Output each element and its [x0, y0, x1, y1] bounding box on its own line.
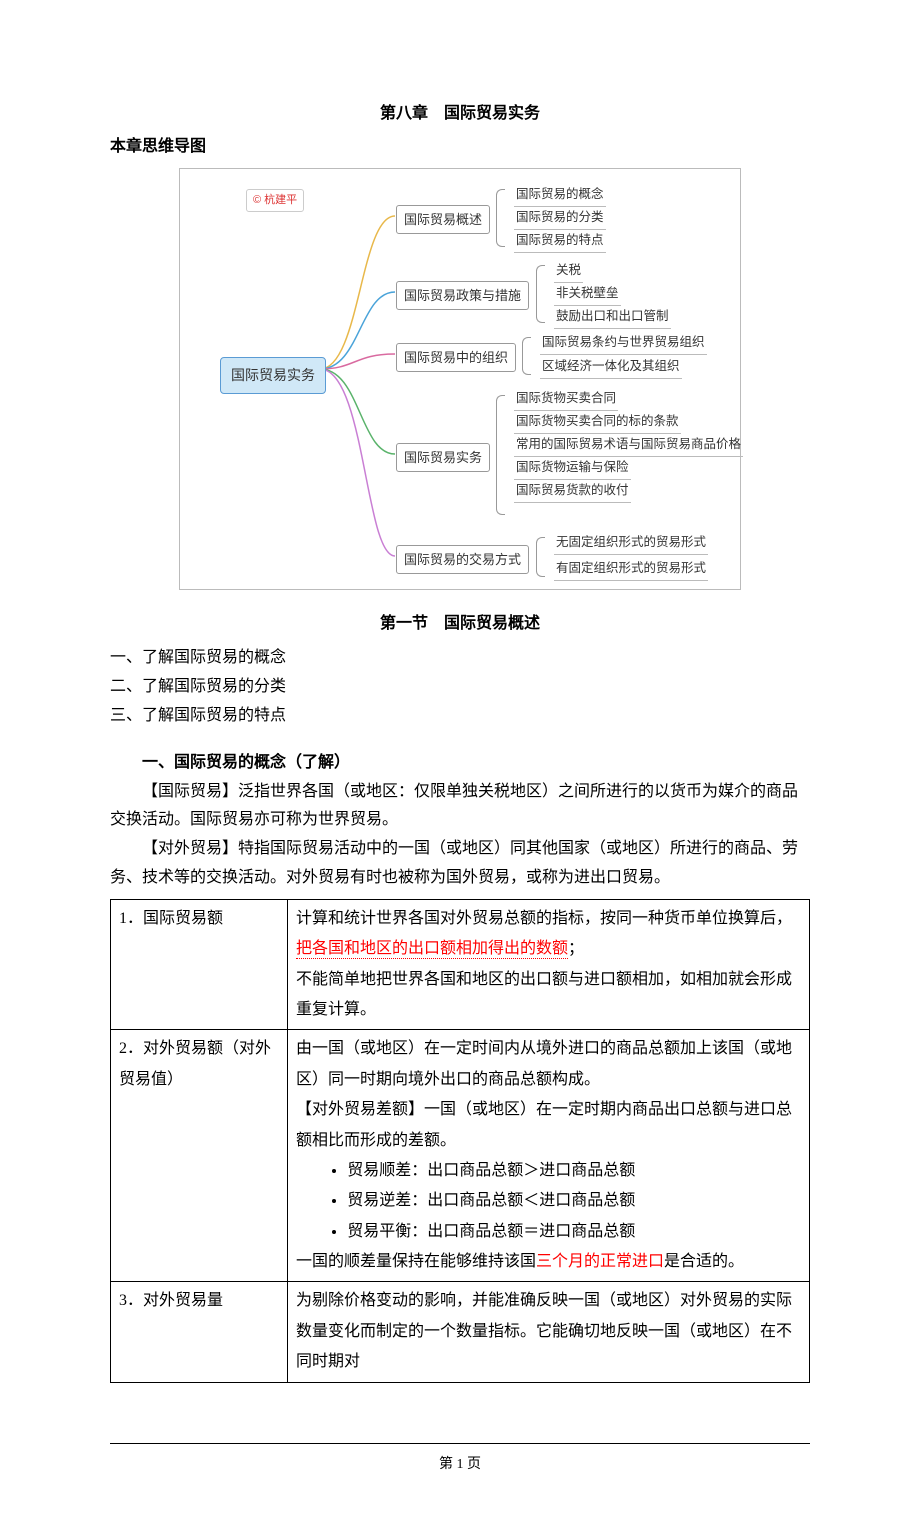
- mindmap-canvas: © 杭建平 国际贸易实务 国际贸易概述 国际贸易的概念 国际贸易的分类 国际贸易…: [179, 168, 741, 590]
- mindmap-leaf: 国际货物运输与保险: [514, 456, 631, 481]
- bullet-list: 贸易顺差：出口商品总额＞进口商品总额 贸易逆差：出口商品总额＜进口商品总额 贸易…: [328, 1156, 801, 1247]
- mindmap-leaf: 非关税壁垒: [554, 282, 621, 307]
- mindmap-node-3: 国际贸易实务: [396, 443, 490, 472]
- mindmap-leaf: 鼓励出口和出口管制: [554, 305, 671, 330]
- mindmap-leaf: 国际货物买卖合同: [514, 387, 618, 412]
- footer-rule: [110, 1443, 810, 1444]
- brace-icon: [496, 395, 505, 515]
- mindmap-leaf: 关税: [554, 259, 583, 284]
- table-cell: 由一国（或地区）在一定时间内从境外进口的商品总额加上该国（或地区）同一时期向境外…: [288, 1030, 810, 1282]
- table-row: 3．对外贸易量 为剔除价格变动的影响，并能准确反映一国（或地区）对外贸易的实际数…: [111, 1282, 810, 1382]
- mindmap-leaf: 有固定组织形式的贸易形式: [554, 557, 708, 582]
- table-cell: 计算和统计世界各国对外贸易总额的指标，按同一种货币单位换算后， 把各国和地区的出口…: [288, 899, 810, 1030]
- mindmap-copyright: © 杭建平: [246, 189, 304, 213]
- text: 不能简单地把世界各国和地区的出口额与进口额相加，如相加就会形成重复计算。: [296, 971, 792, 1018]
- brace-icon: [536, 265, 545, 323]
- mindmap-node-1: 国际贸易政策与措施: [396, 281, 529, 310]
- text: 一国的顺差量保持在能够维持该国三个月的正常进口是合适的。: [296, 1247, 801, 1277]
- subheading: 一、国际贸易的概念（了解）: [110, 749, 810, 778]
- paragraph: 【对外贸易】特指国际贸易活动中的一国（或地区）同其他国家（或地区）所进行的商品、…: [110, 835, 810, 893]
- outline-item: 一、了解国际贸易的概念: [110, 644, 810, 673]
- table-row: 2．对外贸易额（对外贸易值） 由一国（或地区）在一定时间内从境外进口的商品总额加…: [111, 1030, 810, 1282]
- concepts-table: 1．国际贸易额 计算和统计世界各国对外贸易总额的指标，按同一种货币单位换算后， 把…: [110, 899, 810, 1383]
- table-cell: 为剔除价格变动的影响，并能准确反映一国（或地区）对外贸易的实际数量变化而制定的一…: [288, 1282, 810, 1382]
- list-item: 贸易逆差：出口商品总额＜进口商品总额: [347, 1186, 801, 1216]
- mindmap-leaf: 无固定组织形式的贸易形式: [554, 531, 708, 556]
- mindmap-leaf: 国际贸易的概念: [514, 183, 606, 208]
- table-row: 1．国际贸易额 计算和统计世界各国对外贸易总额的指标，按同一种货币单位换算后， 把…: [111, 899, 810, 1030]
- mindmap-leaf: 常用的国际贸易术语与国际贸易商品价格: [514, 433, 743, 458]
- mindmap-leaf: 国际贸易货款的收付: [514, 479, 631, 504]
- mindmap-leaf: 国际贸易的特点: [514, 229, 606, 254]
- mindmap-center-node: 国际贸易实务: [220, 357, 326, 394]
- highlight-text: 三个月的正常进口: [536, 1253, 664, 1270]
- mindmap-node-2: 国际贸易中的组织: [396, 343, 516, 372]
- list-item: 贸易平衡：出口商品总额＝进口商品总额: [347, 1217, 801, 1247]
- mindmap-leaf: 区域经济一体化及其组织: [540, 355, 682, 380]
- outline-item: 三、了解国际贸易的特点: [110, 702, 810, 731]
- section-title: 第一节 国际贸易概述: [110, 610, 810, 639]
- mindmap-leaf: 国际贸易条约与世界贸易组织: [540, 331, 707, 356]
- text: ；: [568, 940, 584, 957]
- table-cell: 3．对外贸易量: [111, 1282, 288, 1382]
- mindmap-leaf: 国际货物买卖合同的标的条款: [514, 410, 681, 435]
- table-cell: 1．国际贸易额: [111, 899, 288, 1030]
- chapter-title: 第八章 国际贸易实务: [110, 100, 810, 129]
- text: 计算和统计世界各国对外贸易总额的指标，按同一种货币单位换算后，: [296, 910, 792, 927]
- brace-icon: [496, 189, 505, 247]
- page-number: 第 1 页: [110, 1452, 810, 1477]
- page: 第八章 国际贸易实务 本章思维导图 © 杭建平 国际贸易实务 国际贸易概述 国际…: [0, 0, 920, 1537]
- mindmap-node-4: 国际贸易的交易方式: [396, 545, 529, 574]
- list-item: 贸易顺差：出口商品总额＞进口商品总额: [347, 1156, 801, 1186]
- brace-icon: [536, 537, 545, 577]
- paragraph: 【国际贸易】泛指世界各国（或地区：仅限单独关税地区）之间所进行的以货币为媒介的商…: [110, 778, 810, 836]
- table-cell: 2．对外贸易额（对外贸易值）: [111, 1030, 288, 1282]
- highlight-text: 把各国和地区的出口额相加得出的数额: [296, 940, 568, 959]
- outline-item: 二、了解国际贸易的分类: [110, 673, 810, 702]
- text: 【对外贸易差额】一国（或地区）在一定时期内商品出口总额与进口总额相比而形成的差额…: [296, 1095, 801, 1156]
- mindmap-node-0: 国际贸易概述: [396, 205, 490, 234]
- mindmap-leaf: 国际贸易的分类: [514, 206, 606, 231]
- text: 由一国（或地区）在一定时间内从境外进口的商品总额加上该国（或地区）同一时期向境外…: [296, 1034, 801, 1095]
- mindmap-label: 本章思维导图: [110, 133, 810, 162]
- brace-icon: [522, 337, 531, 375]
